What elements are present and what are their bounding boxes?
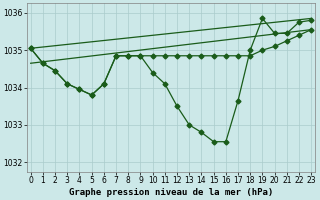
X-axis label: Graphe pression niveau de la mer (hPa): Graphe pression niveau de la mer (hPa) [69,188,273,197]
